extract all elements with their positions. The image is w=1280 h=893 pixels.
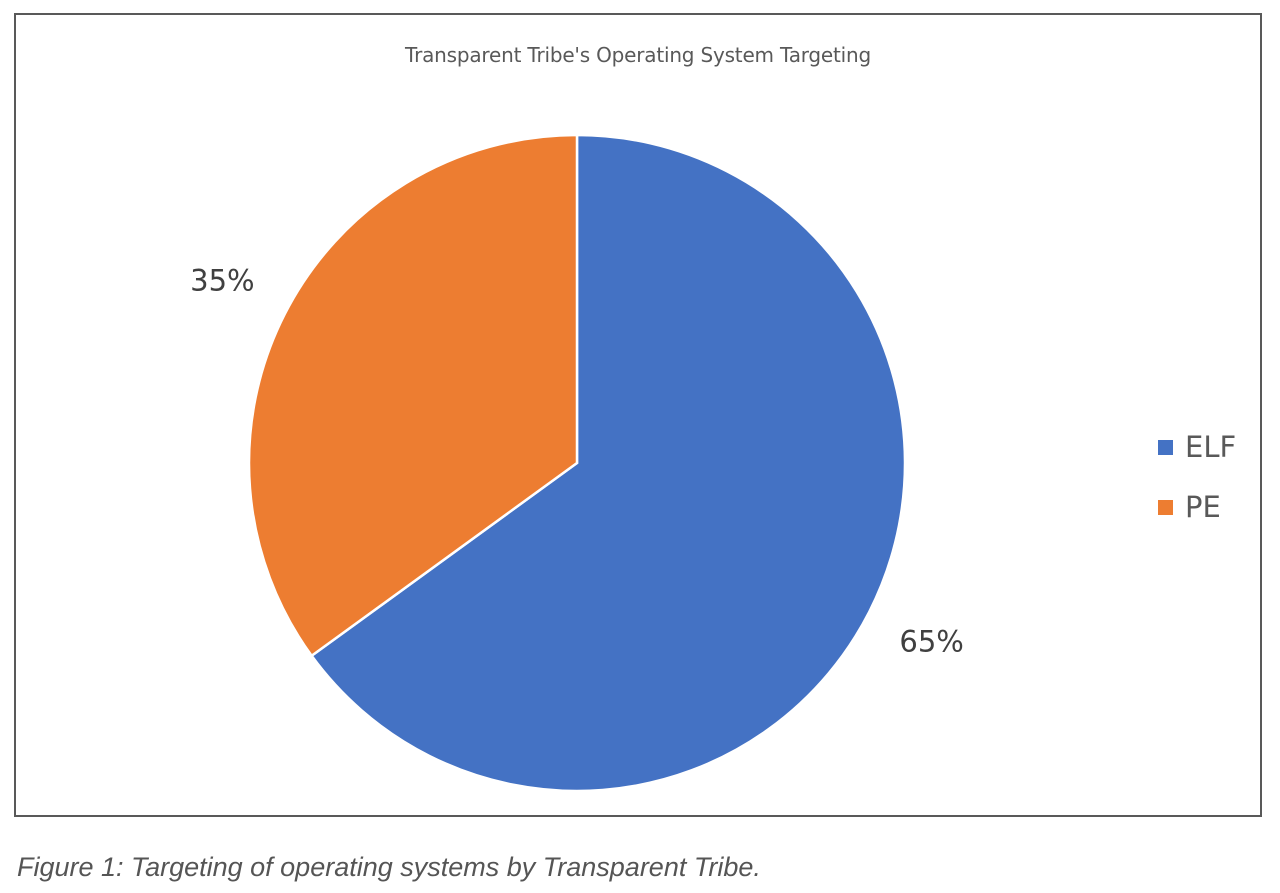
- chart-title: Transparent Tribe's Operating System Tar…: [405, 43, 871, 67]
- legend-swatch-pe: [1158, 499, 1173, 515]
- pie-chart: 65% 35%: [190, 133, 964, 793]
- legend-label-elf: ELF: [1185, 430, 1237, 464]
- legend-item-pe: PE: [1158, 477, 1236, 537]
- data-label-pe: 35%: [190, 263, 254, 297]
- pie-slices: [247, 133, 907, 793]
- data-label-elf: 65%: [899, 625, 963, 659]
- figure-caption: Figure 1: Targeting of operating systems…: [17, 852, 761, 882]
- pie-data-labels: 65% 35%: [190, 263, 964, 658]
- pie-slice-pe: [247, 133, 579, 658]
- legend: ELF PE: [1158, 417, 1236, 537]
- legend-swatch-elf: [1158, 439, 1173, 455]
- pie-slice-elf: [309, 133, 907, 793]
- chart-frame: Transparent Tribe's Operating System Tar…: [14, 13, 1262, 817]
- legend-label-pe: PE: [1185, 490, 1221, 524]
- legend-item-elf: ELF: [1158, 417, 1236, 477]
